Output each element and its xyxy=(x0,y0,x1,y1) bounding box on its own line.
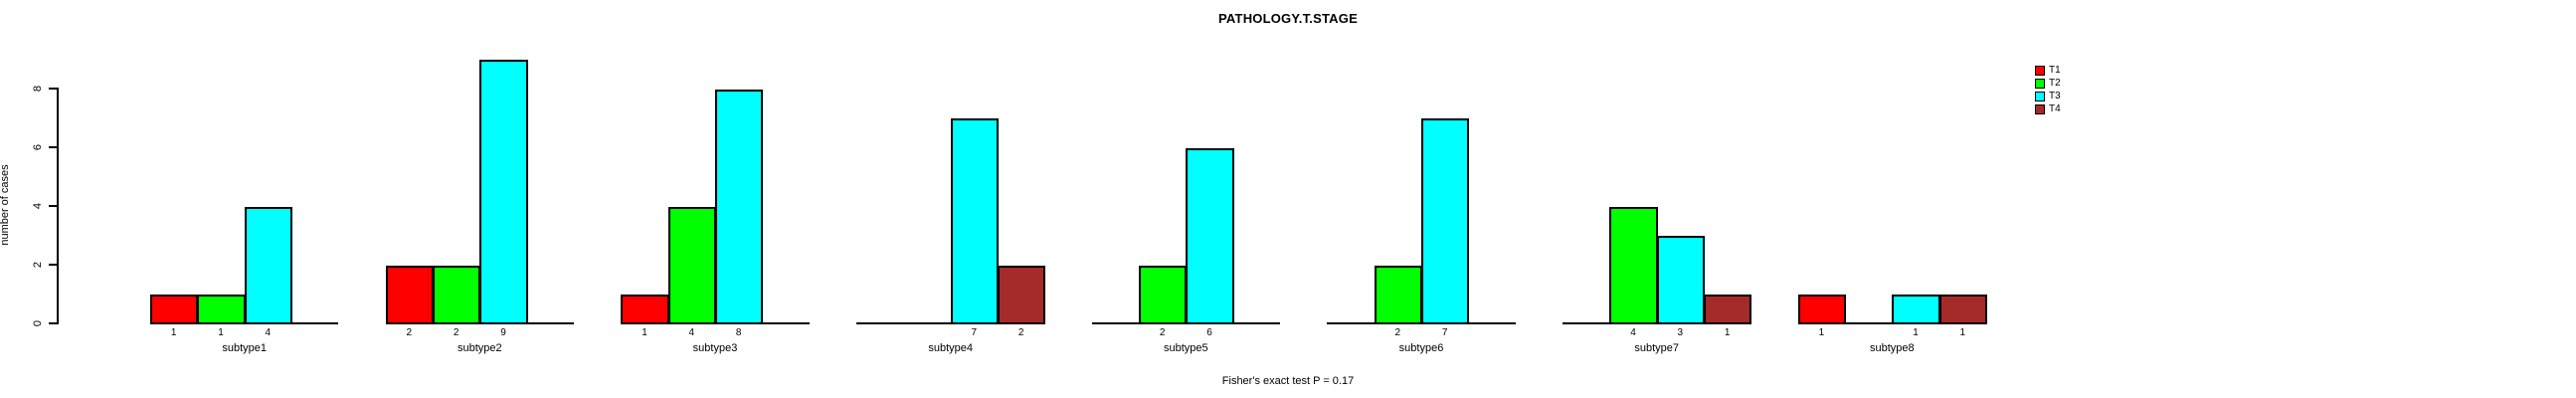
bar-value-label: 7 xyxy=(971,327,978,338)
bar-subtype7-T2 xyxy=(1609,206,1658,324)
category-label: subtype7 xyxy=(1634,342,1679,354)
bar-subtype1-T2 xyxy=(197,295,246,324)
legend: T1 T2 T3 T4 xyxy=(2035,64,2061,115)
bar-subtype3-T1 xyxy=(621,295,669,324)
bar-value-label: 1 xyxy=(1818,327,1825,338)
bar-subtype4-T4 xyxy=(998,265,1046,324)
y-tick-mark xyxy=(49,87,57,90)
bar-subtype8-T1 xyxy=(1797,295,1847,324)
y-tick-label: 8 xyxy=(32,85,44,92)
bar-value-label: 2 xyxy=(1017,327,1024,338)
category-label: subtype4 xyxy=(928,342,973,354)
bar-subtype2-T1 xyxy=(385,265,434,324)
bar-value-label: 4 xyxy=(1630,327,1636,338)
category-label: subtype3 xyxy=(692,342,738,354)
legend-swatch-T1 xyxy=(2035,65,2045,76)
y-tick-mark xyxy=(49,204,57,207)
legend-label: T1 xyxy=(2049,64,2061,76)
bar-subtype3-T3 xyxy=(715,89,764,324)
chart-title: PATHOLOGY.T.STAGE xyxy=(1218,11,1358,26)
bar-subtype8-T4 xyxy=(1938,295,1987,324)
legend-item: T3 xyxy=(2035,90,2061,102)
legend-swatch-T4 xyxy=(2035,103,2045,114)
bar-value-label: 4 xyxy=(265,327,272,338)
bar-subtype2-T3 xyxy=(479,59,528,324)
y-tick-mark xyxy=(49,263,57,266)
bar-value-label: 2 xyxy=(453,327,460,338)
legend-swatch-T2 xyxy=(2035,78,2045,89)
bar-subtype6-T3 xyxy=(1421,118,1470,324)
bar-value-label: 6 xyxy=(1206,327,1212,338)
category-label: subtype8 xyxy=(1870,342,1915,354)
legend-label: T2 xyxy=(2049,77,2061,89)
y-tick-label: 2 xyxy=(32,261,44,268)
category-label: subtype1 xyxy=(222,342,267,354)
bar-value-label: 7 xyxy=(1441,327,1448,338)
y-tick-mark xyxy=(49,145,57,148)
bar-value-label: 1 xyxy=(642,327,647,338)
footnote-text: Fisher's exact test P = 0.17 xyxy=(1221,375,1355,387)
legend-swatch-T3 xyxy=(2035,91,2045,101)
legend-item: T1 xyxy=(2035,64,2061,77)
category-label: subtype6 xyxy=(1398,342,1444,354)
y-axis-label: number of cases xyxy=(0,164,11,246)
bar-subtype6-T2 xyxy=(1374,265,1422,324)
bar-value-label: 2 xyxy=(1159,327,1166,338)
legend-item: T2 xyxy=(2035,77,2061,90)
bar-value-label: 1 xyxy=(1959,327,1966,338)
legend-item: T4 xyxy=(2035,102,2061,115)
bar-subtype5-T3 xyxy=(1186,147,1234,324)
y-tick-label: 0 xyxy=(32,319,44,327)
bar-subtype1-T1 xyxy=(150,295,199,324)
bar-value-label: 3 xyxy=(1677,327,1684,338)
y-axis-line xyxy=(57,87,59,324)
bar-value-label: 1 xyxy=(1913,327,1919,338)
bar-value-label: 1 xyxy=(1724,327,1731,338)
bar-value-label: 8 xyxy=(735,327,742,338)
legend-label: T3 xyxy=(2049,90,2061,101)
bar-subtype2-T2 xyxy=(433,265,481,324)
y-tick-mark xyxy=(49,322,57,324)
bar-value-label: 4 xyxy=(688,327,695,338)
bar-subtype8-T3 xyxy=(1892,295,1940,324)
bar-value-label: 1 xyxy=(218,327,224,338)
bar-value-label: 2 xyxy=(1394,327,1401,338)
bar-subtype4-T3 xyxy=(950,118,999,324)
bar-subtype7-T3 xyxy=(1656,236,1705,324)
category-label: subtype5 xyxy=(1164,342,1208,354)
bar-value-label: 2 xyxy=(406,327,413,338)
bar-subtype3-T2 xyxy=(667,206,716,324)
legend-label: T4 xyxy=(2049,102,2061,114)
y-tick-label: 4 xyxy=(32,202,44,209)
y-tick-label: 6 xyxy=(32,143,44,150)
bar-value-label: 9 xyxy=(500,327,506,338)
category-label: subtype2 xyxy=(458,342,502,354)
bar-subtype5-T2 xyxy=(1139,265,1188,324)
bar-value-label: 1 xyxy=(170,327,177,338)
bar-subtype7-T4 xyxy=(1704,295,1752,324)
bar-subtype1-T3 xyxy=(244,206,292,324)
